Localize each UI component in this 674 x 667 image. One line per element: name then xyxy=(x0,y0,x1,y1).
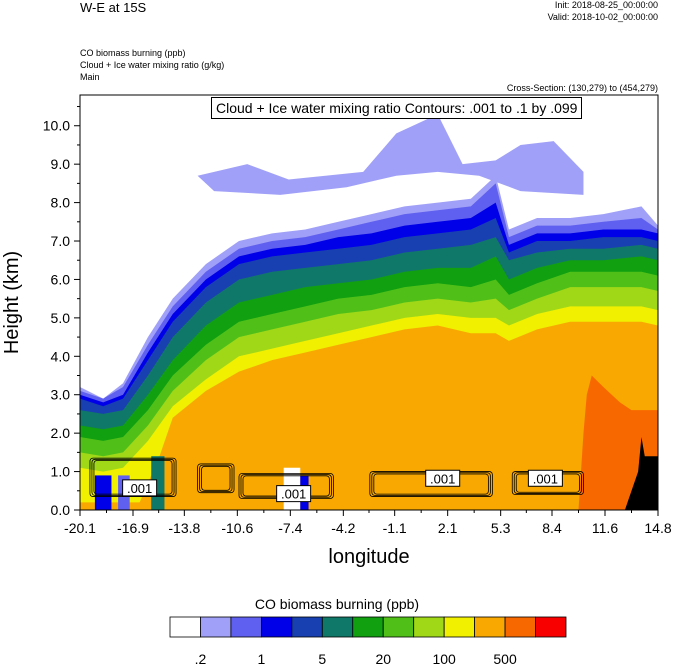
contour-label-1: .001 xyxy=(281,487,306,502)
field-label-co: CO biomass burning (ppb) xyxy=(80,48,186,58)
cloud-contour-1 xyxy=(197,463,235,494)
co-level-9 xyxy=(80,321,658,510)
field-label-cloud: Cloud + Ice water mixing ratio (g/kg) xyxy=(80,60,225,70)
y-tick-label-1: 1.0 xyxy=(51,464,71,480)
y-tick-label-3: 3.0 xyxy=(51,387,71,403)
field-label-main: Main xyxy=(80,72,100,82)
valid-time: Valid: 2018-10-02_00:00:00 xyxy=(547,12,658,22)
init-time: Init: 2018-08-25_00:00:00 xyxy=(554,0,658,10)
cloud-contour-0 xyxy=(89,457,177,497)
colorbar-swatch-8 xyxy=(413,616,445,638)
y-tick-label-5: 5.0 xyxy=(51,310,71,326)
x-tick-label-5: -4.2 xyxy=(331,520,355,536)
cross-section-label: Cross-Section: (130,279) to (454,279) xyxy=(506,83,658,93)
x-tick-label-1: -16.9 xyxy=(117,520,149,536)
colorbar-swatch-10 xyxy=(474,616,506,638)
colorbar-swatch-6 xyxy=(352,616,384,638)
x-tick-label-4: -7.4 xyxy=(278,520,302,536)
cloud-contour-1 xyxy=(201,465,231,491)
colorbar-swatch-2 xyxy=(230,616,262,638)
colorbar-swatch-4 xyxy=(291,616,323,638)
y-tick-label-9: 9.0 xyxy=(51,156,71,172)
colorbar-swatch-5 xyxy=(321,616,354,638)
low-co-patch-0 xyxy=(94,475,112,510)
y-tick-label-7: 7.0 xyxy=(51,233,71,249)
colorbar-tick-label-4: 100 xyxy=(432,651,456,667)
x-tick-label-3: -10.6 xyxy=(221,520,253,536)
y-tick-label-8: 8.0 xyxy=(51,195,71,211)
cloud-contour-1 xyxy=(199,464,233,492)
colorbar-swatch-11 xyxy=(504,616,536,638)
axes: -20.1 -16.9 -13.8 -10.6 -7.4 -4.2 -1.1 2.1 5.3 8.… xyxy=(1,106,672,568)
colorbar-swatch-7 xyxy=(382,616,415,638)
colorbar-swatch-9 xyxy=(443,616,476,638)
contour-label-box-2 xyxy=(425,469,461,487)
x-tick-label-6: -1.1 xyxy=(383,520,407,536)
co-fill-layer xyxy=(80,114,658,510)
co-level-10 xyxy=(80,375,658,510)
x-tick-label-2: -13.8 xyxy=(168,520,200,536)
x-tick-label-7: 2.1 xyxy=(438,520,458,536)
colorbar-swatch-0 xyxy=(169,616,201,638)
colorbar-tick-label-3: 20 xyxy=(375,651,391,667)
cloud-contour-layer: .001 .001 .001 .001 xyxy=(89,457,584,503)
terrain-mask xyxy=(624,436,658,510)
x-tick-label-9: 8.4 xyxy=(542,520,562,536)
colorbar-tick-label-2: 5 xyxy=(318,651,326,667)
colorbar-tick-label-0: .2 xyxy=(195,651,207,667)
y-tick-label-6: 6.0 xyxy=(51,271,71,287)
contour-info-label: Cloud + Ice water mixing ratio Contours:… xyxy=(211,97,583,119)
contour-label-2: .001 xyxy=(430,471,455,486)
y-axis-label: Height (km) xyxy=(1,251,23,354)
colorbar-tick-label-5: 500 xyxy=(493,651,517,667)
chart-title: W-E at 15S xyxy=(80,0,147,15)
x-tick-label-11: 14.8 xyxy=(644,520,671,536)
y-tick-label-2: 2.0 xyxy=(51,425,71,441)
x-tick-label-0: -20.1 xyxy=(64,520,96,536)
y-tick-label-0: 0.0 xyxy=(51,502,71,518)
y-tick-label-4: 4.0 xyxy=(51,348,71,364)
contour-label-box-0 xyxy=(122,479,158,497)
contour-label-0: .001 xyxy=(127,481,152,496)
contour-label-3: .001 xyxy=(533,471,558,486)
x-tick-label-8: 5.3 xyxy=(491,520,511,536)
contour-label-box-1 xyxy=(276,485,312,503)
upper-co-patch xyxy=(197,114,584,195)
colorbar-title: CO biomass burning (ppb) xyxy=(254,596,420,612)
y-tick-label-10: 10.0 xyxy=(43,118,70,134)
x-axis-label: longitude xyxy=(328,546,409,568)
x-tick-label-10: 11.6 xyxy=(592,520,618,536)
colorbar-tick-label-1: 1 xyxy=(257,651,265,667)
colorbar: .2 1 5 20 100 500 xyxy=(169,616,567,667)
colorbar-swatch-1 xyxy=(200,616,232,638)
colorbar-swatch-12 xyxy=(535,616,567,638)
contour-label-box-3 xyxy=(527,469,563,487)
colorbar-swatch-3 xyxy=(260,616,293,638)
